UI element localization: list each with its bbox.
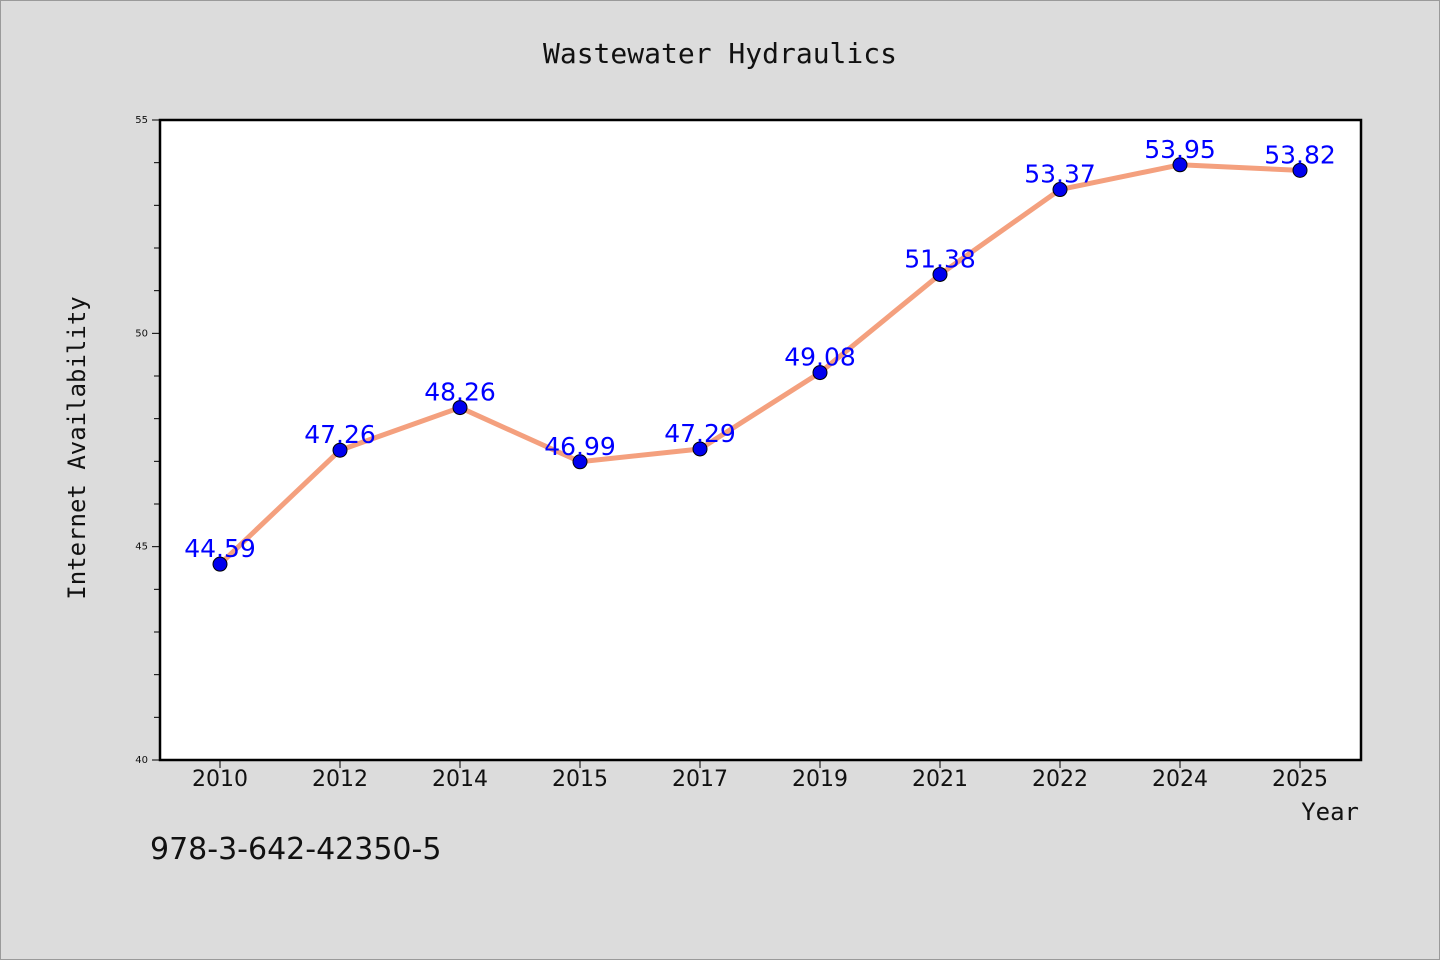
x-axis-title: Year — [1301, 798, 1359, 826]
x-tick-label: 2024 — [1152, 767, 1208, 792]
x-tick-label: 2021 — [912, 767, 968, 792]
data-point — [1172, 157, 1188, 173]
data-point — [692, 441, 708, 457]
y-tick-label: 50 — [135, 328, 148, 339]
series-line — [217, 162, 1303, 567]
x-tick-label: 2014 — [432, 767, 488, 792]
data-point — [572, 454, 588, 470]
data-point — [1052, 182, 1068, 198]
data-labels: 44.59 47.26 48.26 46.99 47.29 49.08 51.38 53.37… — [184, 135, 1336, 563]
x-tick-label: 2012 — [312, 767, 368, 792]
x-tick-label: 2025 — [1272, 767, 1328, 792]
series-markers — [212, 157, 1308, 572]
data-label: 47.29 — [664, 419, 736, 448]
data-label: 46.99 — [544, 432, 616, 461]
plot-area — [158, 118, 1363, 762]
y-tick-label: 45 — [135, 542, 148, 553]
data-point — [452, 400, 468, 416]
data-point — [812, 365, 828, 381]
x-tick-label: 2015 — [552, 767, 608, 792]
data-label: 49.08 — [784, 343, 856, 372]
data-label: 53.95 — [1144, 135, 1216, 164]
y-tick-label: 40 — [135, 755, 148, 766]
y-axis: 40 45 50 55 — [135, 115, 160, 766]
x-axis: 2010 2012 2014 2015 2017 2019 2021 2022 2024 2025 — [192, 760, 1328, 792]
data-label: 48.26 — [424, 378, 496, 407]
data-point — [932, 266, 948, 282]
x-tick-label: 2017 — [672, 767, 728, 792]
chart-title: Wastewater Hydraulics — [543, 37, 897, 70]
x-tick-label: 2022 — [1032, 767, 1088, 792]
data-label: 51.38 — [904, 244, 976, 273]
isbn-label: 978-3-642-42350-5 — [150, 832, 442, 867]
data-point — [212, 556, 228, 572]
data-label: 44.59 — [184, 534, 256, 563]
y-tick-label: 55 — [135, 115, 148, 126]
data-label: 53.37 — [1024, 160, 1096, 189]
data-point — [1292, 162, 1308, 178]
data-label: 47.26 — [304, 420, 376, 449]
x-tick-label: 2010 — [192, 767, 248, 792]
x-tick-label: 2019 — [792, 767, 848, 792]
data-point — [332, 442, 348, 458]
data-label: 53.82 — [1264, 140, 1336, 169]
y-axis-title: Internet Availability — [63, 296, 91, 599]
